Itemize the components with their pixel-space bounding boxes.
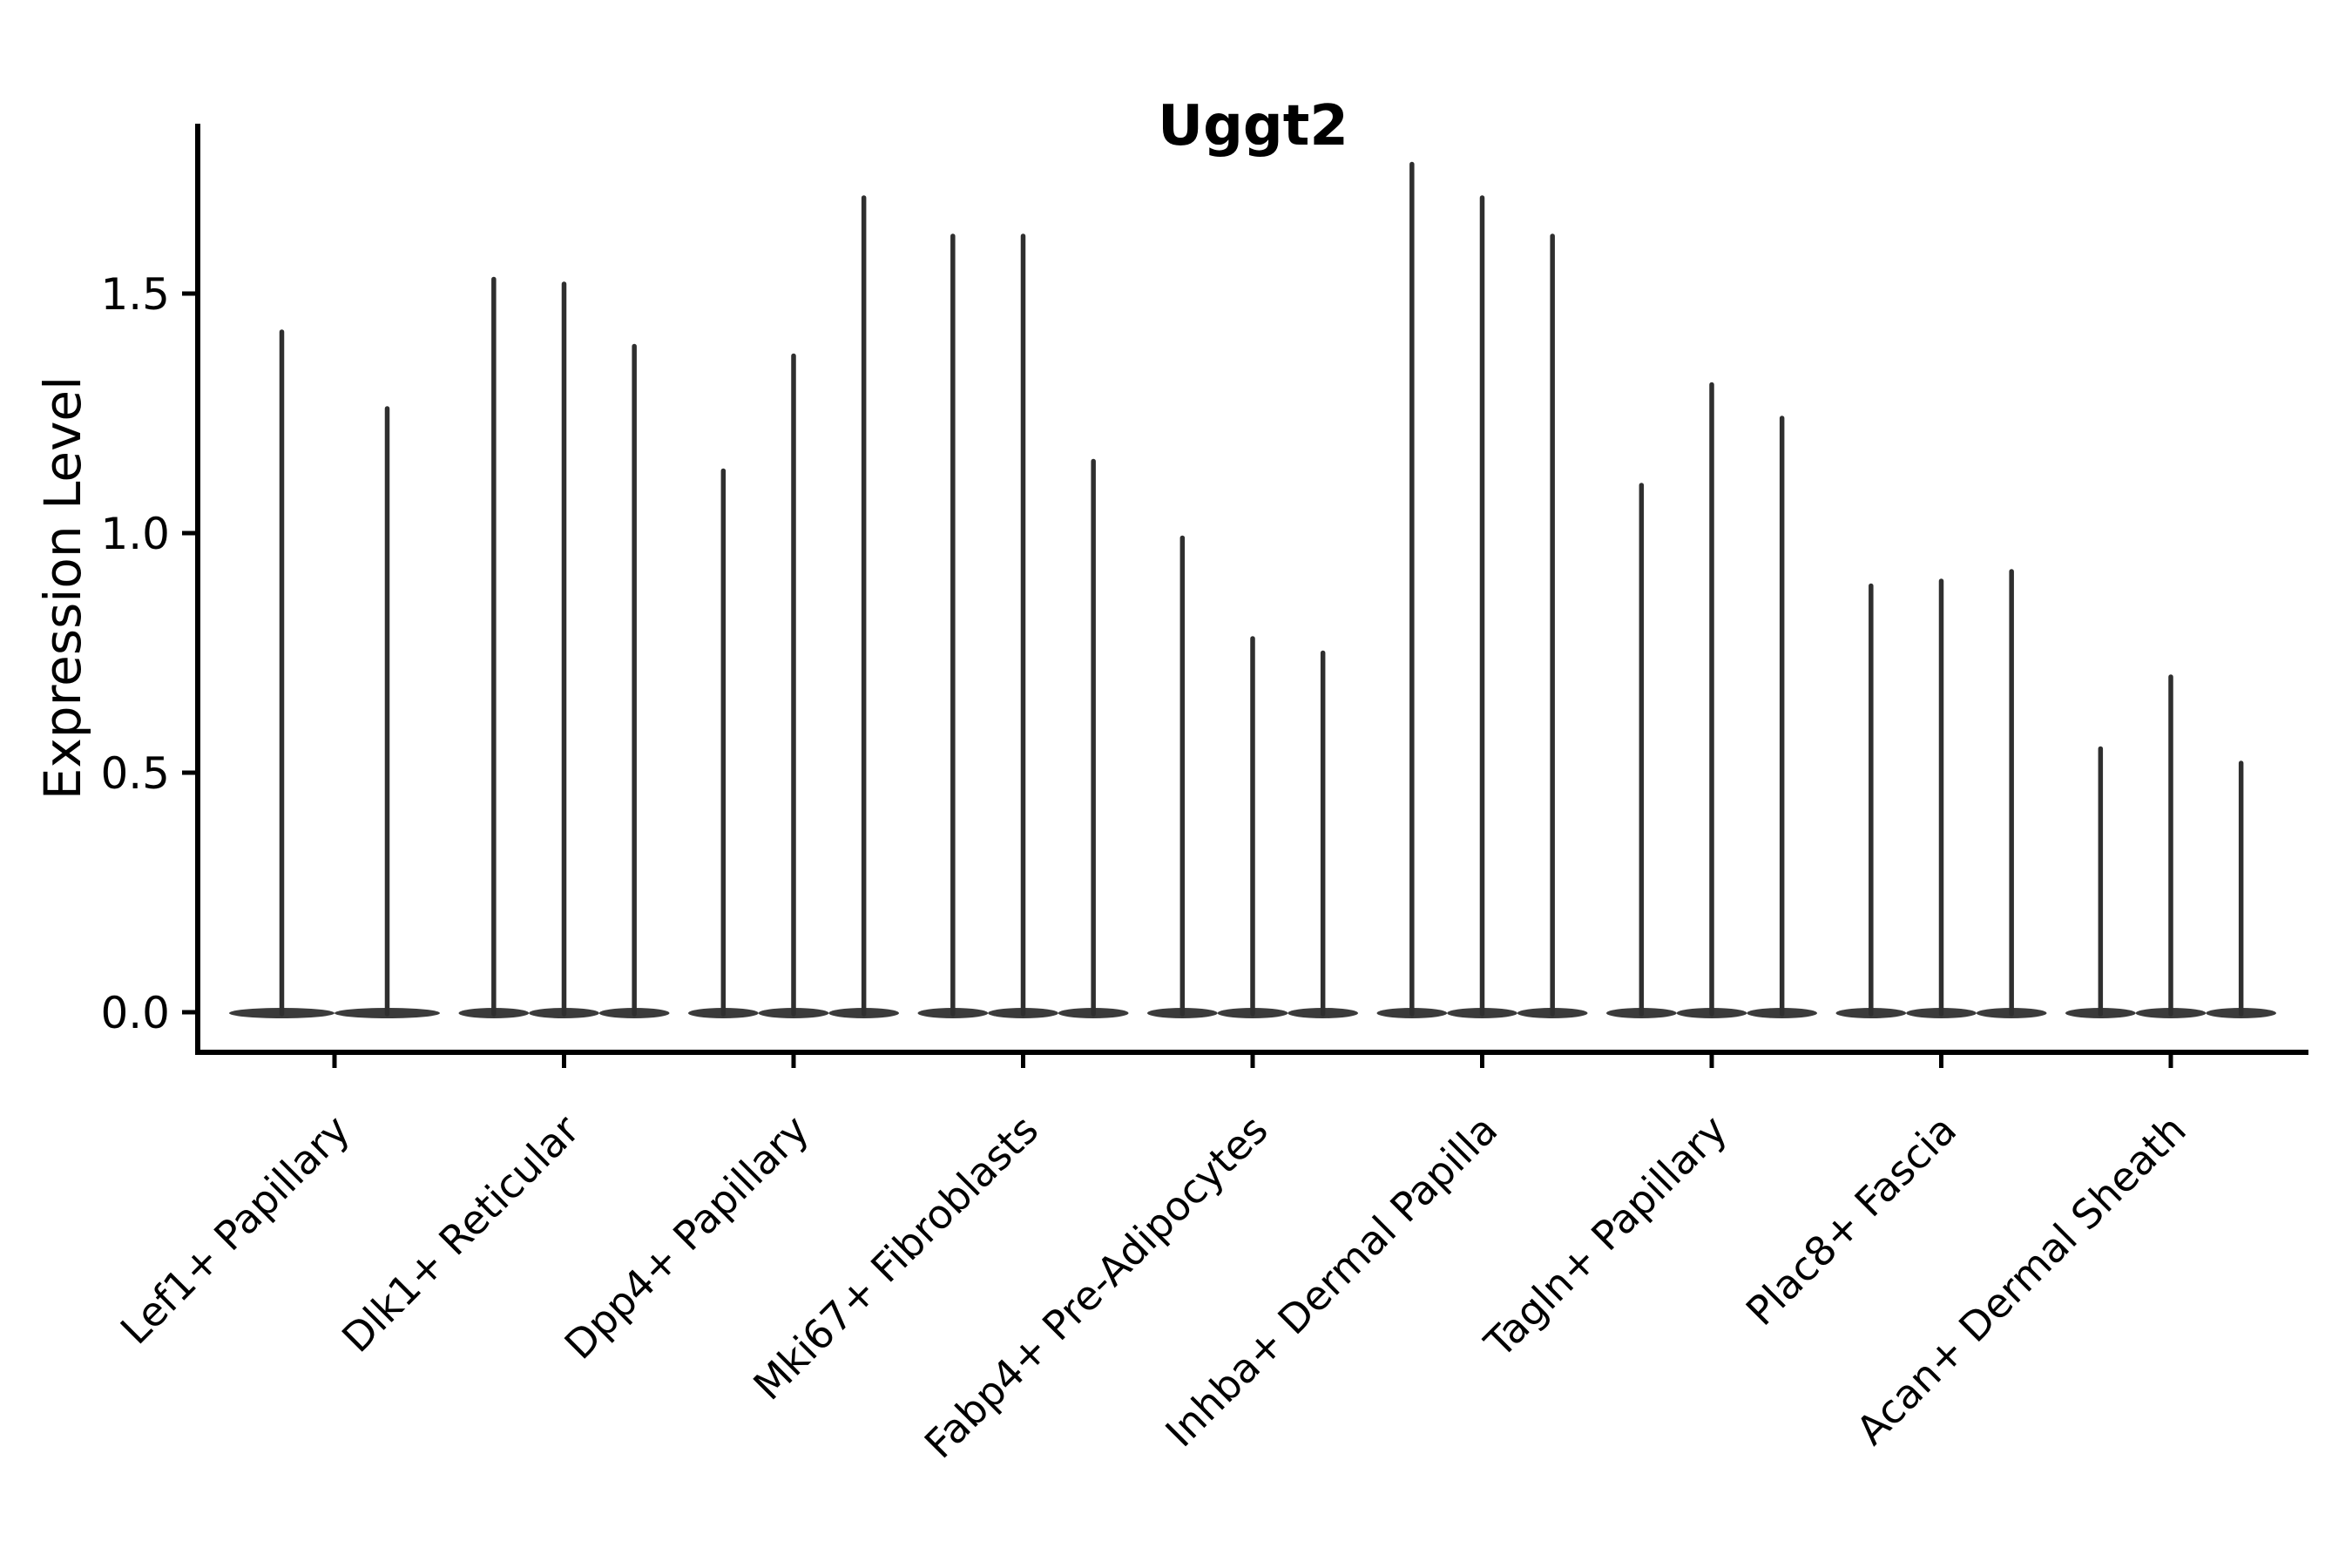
y-tick-label: 0.0 xyxy=(100,988,170,1038)
y-tick-label: 0.5 xyxy=(100,748,170,799)
x-tick-label: Lef1+ Papillary xyxy=(112,1106,359,1354)
x-tick-label: Plac8+ Fascia xyxy=(1737,1106,1965,1335)
x-tick-label: Tagln+ Papillary xyxy=(1475,1106,1736,1368)
x-tick-label: Dpp4+ Papillary xyxy=(556,1106,818,1369)
y-tick-label: 1.5 xyxy=(100,269,170,320)
y-tick-label: 1.0 xyxy=(100,509,170,559)
chart-title: Uggt2 xyxy=(1158,94,1348,159)
x-tick-label: Dlk1+ Reticular xyxy=(333,1106,588,1362)
